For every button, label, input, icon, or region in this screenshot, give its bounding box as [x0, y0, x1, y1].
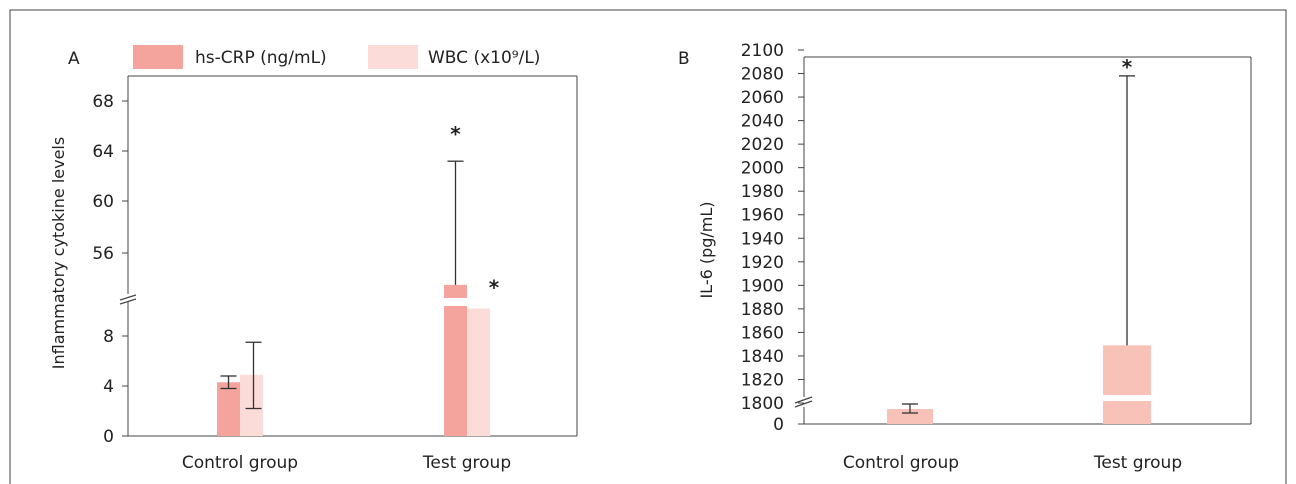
y-tick-label-b-0: 0 [773, 415, 784, 435]
axis-break-b [793, 396, 815, 408]
bar-hscrp-test-lower [444, 306, 467, 436]
legend-label-wbc: WBC (x10⁹/L) [428, 48, 540, 68]
axis-break-a [118, 294, 138, 305]
x-category-label-b-test: Test group [1093, 453, 1182, 473]
bar-il6-test-upper [1103, 345, 1151, 395]
y-tick-label-a-64: 64 [92, 142, 114, 162]
panel-label-a: A [68, 49, 80, 69]
panel-label-b: B [678, 49, 690, 69]
y-tick-label-b-1820: 1820 [741, 370, 784, 390]
y-tick-label-b-1940: 1940 [741, 229, 784, 249]
y-tick-label-a-68: 68 [92, 92, 114, 112]
y-tick-label-b-2080: 2080 [741, 65, 784, 85]
legend-swatch-hscrp [133, 45, 183, 69]
significance-star-wbc-test: * [489, 276, 500, 300]
y-axis-title-a: Inflammatory cytokine levels [49, 137, 68, 369]
bar-hscrp-control [217, 382, 240, 436]
y-tick-label-a-0: 0 [103, 427, 114, 447]
marks-b: * [887, 55, 1151, 424]
bar-wbc-test [467, 308, 490, 436]
y-tick-label-b-1840: 1840 [741, 347, 784, 367]
y-tick-label-b-1920: 1920 [741, 253, 784, 273]
significance-star-hscrp-test: * [450, 122, 461, 146]
figure-frame [9, 9, 1287, 484]
y-tick-label-b-2000: 2000 [741, 159, 784, 179]
x-category-label-a-test: Test group [422, 453, 511, 473]
significance-star-il6-test: * [1122, 55, 1133, 79]
x-category-label-b-control: Control group [843, 453, 959, 473]
y-tick-label-b-1860: 1860 [741, 323, 784, 343]
y-tick-label-b-2020: 2020 [741, 135, 784, 155]
y-ticks-lower-a: 0 4 8 [103, 327, 128, 447]
marks-a: ** [217, 122, 500, 436]
y-tick-label-b-1980: 1980 [741, 182, 784, 202]
y-tick-label-b-2060: 2060 [741, 88, 784, 108]
y-tick-label-a-60: 60 [92, 192, 114, 212]
y-tick-label-b-1880: 1880 [741, 300, 784, 320]
legend-label-hscrp: hs-CRP (ng/mL) [195, 48, 327, 68]
y-tick-label-a-8: 8 [103, 327, 114, 347]
y-tick-label-a-4: 4 [103, 377, 114, 397]
y-ticks-upper-a: 56 60 64 68 [92, 92, 128, 264]
y-axis-title-b: IL-6 (pg/mL) [697, 201, 716, 298]
legend-swatch-wbc [368, 45, 418, 69]
bar-hscrp-test-upper [444, 284, 467, 298]
y-tick-label-b-1960: 1960 [741, 206, 784, 226]
y-tick-label-b-1900: 1900 [741, 276, 784, 296]
legend-a: hs-CRP (ng/mL) WBC (x10⁹/L) [133, 45, 540, 69]
y-tick-label-a-56: 56 [92, 244, 114, 264]
bar-il6-test-lower [1103, 401, 1151, 424]
y-tick-label-b-1800: 1800 [741, 394, 784, 414]
chart-a: A hs-CRP (ng/mL) WBC (x10⁹/L) Inflammato… [49, 45, 578, 473]
x-category-label-a-control: Control group [182, 453, 298, 473]
y-tick-label-b-2100: 2100 [741, 41, 784, 61]
bar-wbc-control [240, 374, 263, 436]
bar-il6-control [887, 409, 933, 424]
y-tick-label-b-2040: 2040 [741, 112, 784, 132]
